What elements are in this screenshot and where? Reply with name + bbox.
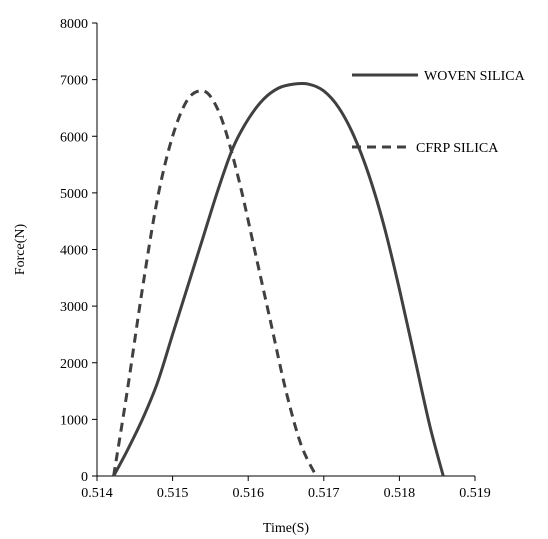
ticks: 0 1000 2000 3000 4000 5000 6000 7000 8000 0.514 0.… — [60, 17, 491, 501]
x-tick-label: 0.518 — [384, 486, 416, 501]
y-tick-label: 7000 — [60, 74, 88, 89]
series-line-woven-silica — [112, 81, 445, 477]
x-tick-label: 0.515 — [157, 486, 189, 501]
series-lines — [112, 81, 445, 477]
x-tick-label: 0.519 — [459, 486, 491, 501]
legend: WOVEN SILICA CFRP SILICA — [352, 69, 526, 156]
x-tick-label: 0.516 — [232, 486, 264, 501]
x-tick-label: 0.517 — [308, 486, 340, 501]
x-axis-label: Time(S) — [263, 521, 310, 536]
y-tick-label: 0 — [81, 470, 88, 485]
y-tick-label: 5000 — [60, 187, 88, 202]
y-tick-label: 1000 — [60, 413, 88, 428]
axes — [96, 23, 475, 477]
legend-label-woven-silica: WOVEN SILICA — [424, 69, 526, 84]
y-tick-label: 4000 — [60, 244, 88, 259]
y-tick-label: 2000 — [60, 357, 88, 372]
legend-label-cfrp-silica: CFRP SILICA — [416, 141, 499, 156]
x-tick-label: 0.514 — [81, 486, 113, 501]
y-axis-label: Force(N) — [13, 224, 28, 276]
y-tick-label: 6000 — [60, 130, 88, 145]
y-tick-label: 3000 — [60, 300, 88, 315]
y-tick-label: 8000 — [60, 17, 88, 32]
